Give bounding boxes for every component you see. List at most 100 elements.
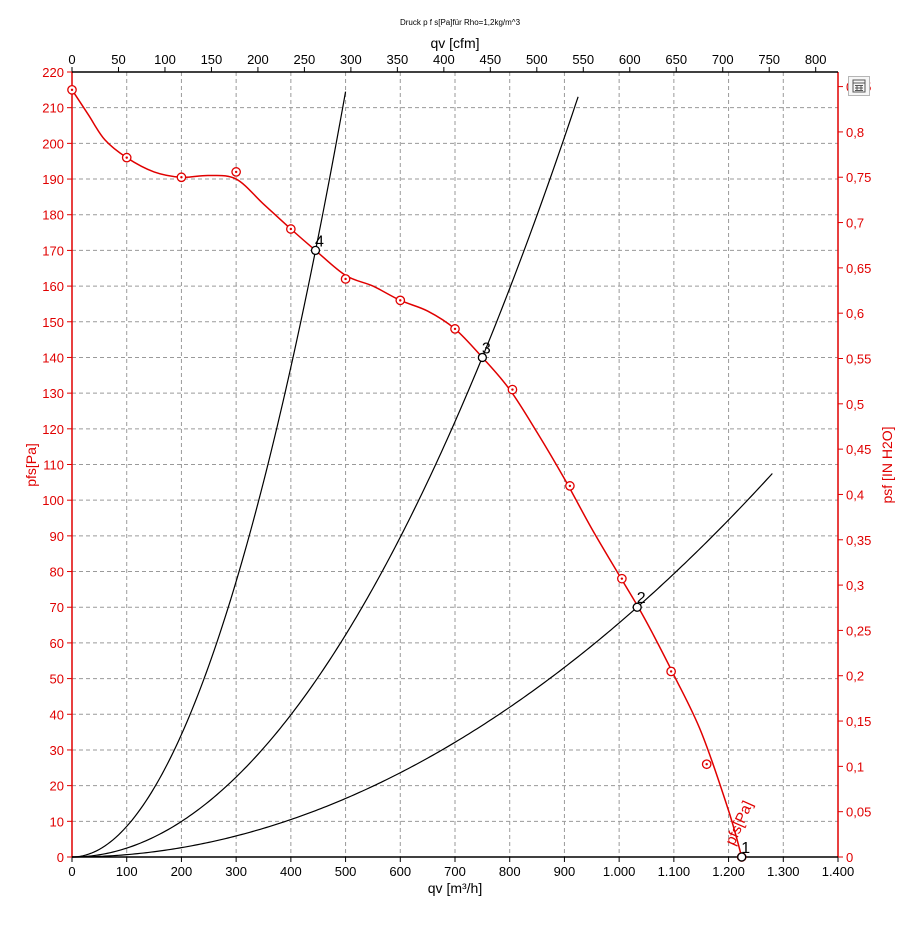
x2-tick-label: 650 bbox=[665, 52, 687, 67]
operating-point-3 bbox=[477, 352, 488, 363]
operating-point-label-4: 4 bbox=[315, 233, 324, 250]
x-tick-label: 0 bbox=[68, 864, 75, 879]
y-tick-label: 110 bbox=[43, 458, 64, 473]
grid bbox=[72, 71, 839, 857]
y-tick-label: 220 bbox=[42, 65, 64, 80]
y-tick-label: 150 bbox=[42, 315, 64, 330]
x-tick-label: 1.100 bbox=[658, 864, 691, 879]
x-tick-label: 700 bbox=[444, 864, 466, 879]
y2-tick-label: 0,25 bbox=[846, 623, 871, 638]
fan-marker-dot bbox=[234, 170, 238, 174]
y-tick-label: 20 bbox=[50, 779, 64, 794]
right-axis-title: psf [IN H2O] bbox=[879, 426, 895, 503]
fan-marker-dot bbox=[511, 388, 514, 391]
y2-tick-label: 0,1 bbox=[846, 759, 864, 774]
x2-tick-label: 750 bbox=[758, 52, 780, 67]
x-tick-label: 1.200 bbox=[712, 864, 745, 879]
fan-marker-dot bbox=[70, 88, 74, 92]
y2-tick-label: 0,7 bbox=[846, 216, 864, 231]
x2-tick-label: 150 bbox=[201, 52, 223, 67]
y-tick-label: 160 bbox=[42, 279, 64, 294]
x2-tick-label: 50 bbox=[111, 52, 125, 67]
system-curve-4 bbox=[71, 91, 347, 858]
fan-marker-dot bbox=[344, 277, 347, 281]
y-tick-label: 210 bbox=[42, 101, 64, 116]
system-curves bbox=[71, 91, 773, 858]
y-tick-label: 90 bbox=[50, 529, 64, 544]
y-tick-label: 60 bbox=[50, 636, 64, 651]
fan-marker-dot bbox=[399, 299, 402, 302]
system-curve-3 bbox=[71, 96, 579, 858]
y-tick-label: 40 bbox=[50, 707, 64, 722]
chart-title: Druck p f s[Pa]für Rho=1,2kg/m^3 bbox=[400, 18, 521, 27]
fan-marker-dot bbox=[620, 577, 624, 580]
operating-point-4 bbox=[310, 245, 321, 256]
x2-tick-label: 500 bbox=[526, 52, 548, 67]
x2-tick-label: 100 bbox=[154, 52, 176, 67]
operating-point-label-3: 3 bbox=[482, 340, 491, 357]
y-tick-label: 190 bbox=[42, 172, 64, 187]
y-tick-label: 140 bbox=[42, 350, 64, 365]
tick-labels: 0 100 200 300 400 500 600 700 800 900 1.000 1.100 1.… bbox=[42, 52, 871, 879]
y-tick-label: 100 bbox=[42, 493, 64, 508]
x-tick-label: 100 bbox=[116, 864, 138, 879]
x2-tick-label: 200 bbox=[247, 52, 269, 67]
operating-points: 1 2 3 4 bbox=[310, 233, 750, 862]
fan-marker-dot bbox=[180, 176, 183, 179]
y2-tick-label: 0,65 bbox=[846, 261, 871, 276]
axes bbox=[67, 67, 843, 862]
y-tick-label: 70 bbox=[50, 600, 64, 615]
operating-point-label-2: 2 bbox=[637, 590, 646, 607]
y2-tick-label: 0,6 bbox=[846, 306, 864, 321]
x2-tick-label: 700 bbox=[712, 52, 734, 67]
y2-tick-label: 0,05 bbox=[846, 805, 871, 820]
x-tick-label: 800 bbox=[499, 864, 521, 879]
x-tick-label: 300 bbox=[225, 864, 247, 879]
operating-point-2 bbox=[632, 602, 642, 612]
y2-tick-label: 0,8 bbox=[846, 125, 864, 140]
operating-point-1 bbox=[737, 852, 747, 862]
fan-marker-dot bbox=[453, 327, 457, 331]
x2-tick-label: 800 bbox=[805, 52, 827, 67]
y-tick-label: 0 bbox=[57, 850, 64, 865]
y-tick-label: 50 bbox=[50, 672, 64, 687]
left-axis-title: pfs[Pa] bbox=[23, 443, 39, 487]
y2-tick-label: 0,4 bbox=[846, 487, 864, 502]
x2-tick-label: 300 bbox=[340, 52, 362, 67]
bottom-axis-title: qv [m³/h] bbox=[428, 880, 482, 896]
x-tick-label: 1.400 bbox=[822, 864, 855, 879]
y2-tick-label: 0,2 bbox=[846, 669, 864, 684]
y2-tick-label: 0,55 bbox=[846, 352, 871, 367]
x2-tick-label: 250 bbox=[294, 52, 316, 67]
fan-marker-dot bbox=[669, 670, 673, 673]
x2-tick-label: 600 bbox=[619, 52, 641, 67]
y-tick-label: 120 bbox=[42, 422, 64, 437]
x-tick-label: 1.000 bbox=[603, 864, 636, 879]
x2-tick-label: 0 bbox=[68, 52, 75, 67]
x2-tick-label: 450 bbox=[479, 52, 501, 67]
y-tick-label: 30 bbox=[50, 743, 64, 758]
operating-point-label-1: 1 bbox=[741, 840, 750, 857]
fan-curve-line bbox=[71, 89, 743, 858]
y2-tick-label: 0,5 bbox=[846, 397, 864, 412]
fan-marker-dot bbox=[289, 227, 293, 231]
x2-tick-label: 350 bbox=[387, 52, 409, 67]
x-tick-label: 500 bbox=[335, 864, 357, 879]
export-table-icon bbox=[852, 79, 866, 93]
x-tick-label: 600 bbox=[389, 864, 411, 879]
y-tick-label: 170 bbox=[42, 243, 64, 258]
y-tick-label: 10 bbox=[50, 814, 64, 829]
y2-tick-label: 0,15 bbox=[846, 714, 871, 729]
x-tick-label: 1.300 bbox=[767, 864, 800, 879]
y2-tick-label: 0 bbox=[846, 850, 853, 865]
y2-tick-label: 0,3 bbox=[846, 578, 864, 593]
fan-marker-dot bbox=[125, 156, 128, 159]
fan-marker-dot bbox=[568, 484, 572, 488]
y-tick-label: 80 bbox=[50, 565, 64, 580]
export-table-button[interactable] bbox=[848, 76, 870, 96]
y-tick-label: 130 bbox=[42, 386, 64, 401]
y-tick-label: 180 bbox=[42, 208, 64, 223]
y2-tick-label: 0,75 bbox=[846, 170, 871, 185]
fan-marker-dot bbox=[705, 763, 708, 766]
